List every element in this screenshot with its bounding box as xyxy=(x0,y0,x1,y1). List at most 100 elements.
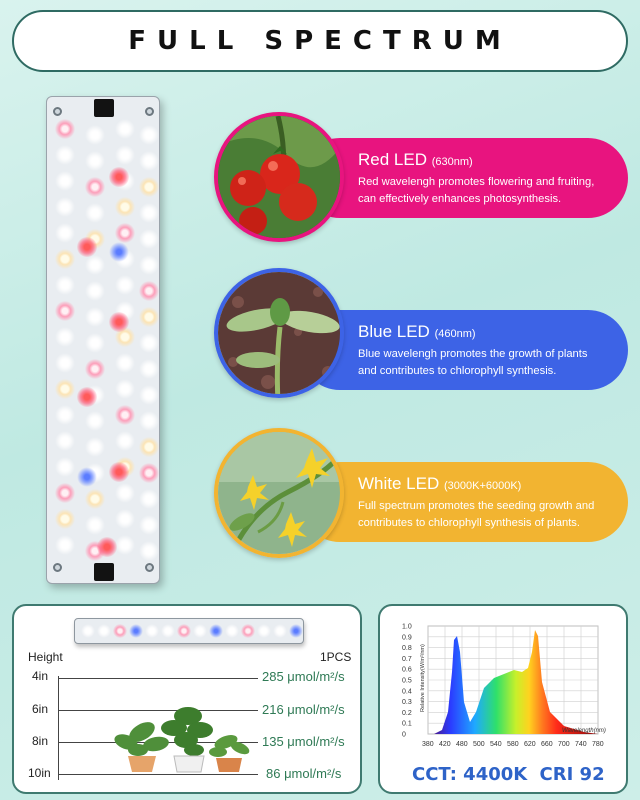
led-chip xyxy=(209,624,223,638)
led-chip xyxy=(77,467,97,487)
x-tick-label: 700 xyxy=(558,741,570,748)
y-tick-label: 0.9 xyxy=(402,634,412,641)
led-chip xyxy=(115,327,135,347)
y-tick-label: 0.5 xyxy=(402,678,412,685)
led-chip xyxy=(225,624,239,638)
white-led-card: White LED (3000K+6000K) Full spectrum pr… xyxy=(300,462,628,542)
led-chip xyxy=(55,119,75,139)
led-chip xyxy=(85,177,105,197)
led-chip xyxy=(97,537,117,557)
led-chip xyxy=(85,255,105,275)
red-led-desc-line1: Red wavelengh promotes flowering and fru… xyxy=(358,176,595,188)
led-chip xyxy=(115,535,135,555)
potted-plants-image xyxy=(114,707,250,773)
cri-value: CRI 92 xyxy=(539,764,605,785)
blue-led-title: Blue LED xyxy=(358,322,430,341)
height-label: Height xyxy=(28,650,63,664)
led-chip xyxy=(113,624,127,638)
blue-led-heading: Blue LED (460nm) xyxy=(358,322,614,342)
led-chip xyxy=(139,307,159,327)
led-chip xyxy=(55,431,75,451)
cct-cri-readout: CCT: 4400K CRI 92 xyxy=(412,764,605,785)
led-chip xyxy=(85,281,105,301)
led-chip xyxy=(139,385,159,405)
y-axis-label: Relative Intensity(W/m²/nm) xyxy=(420,644,426,712)
led-chip xyxy=(85,307,105,327)
led-chip xyxy=(77,387,97,407)
white-led-desc-line2: contributes to chlorophyll synthesis of … xyxy=(358,517,581,529)
led-chip xyxy=(115,197,135,217)
spectrum-chart: 1.0 0.9 0.8 0.7 0.6 0.5 0.4 0.3 0.2 0.1 0 380 420 48… xyxy=(402,624,606,749)
page-title: FULL SPECTRUM xyxy=(128,26,512,56)
ppfd-value-6in: 216 μmol/m²/s xyxy=(262,702,345,717)
led-chip xyxy=(115,379,135,399)
led-chip xyxy=(129,624,143,638)
spectrum-panel: 1.0 0.9 0.8 0.7 0.6 0.5 0.4 0.3 0.2 0.1 0 380 420 48… xyxy=(378,604,628,794)
height-row-4in: 4in xyxy=(32,669,49,683)
y-tick-label: 0.3 xyxy=(402,699,412,706)
led-chip xyxy=(115,275,135,295)
led-chip xyxy=(55,353,75,373)
led-chip xyxy=(85,203,105,223)
y-tick-label: 0.1 xyxy=(402,721,412,728)
led-chip xyxy=(55,249,75,269)
mount-hole xyxy=(53,107,62,116)
led-chip xyxy=(55,509,75,529)
led-chip xyxy=(273,624,287,638)
mount-hole xyxy=(145,107,154,116)
led-chip xyxy=(109,242,129,262)
title-banner: FULL SPECTRUM xyxy=(12,10,628,72)
led-chip xyxy=(85,125,105,145)
led-chip xyxy=(81,624,95,638)
x-tick-label: 540 xyxy=(490,741,502,748)
led-panel-image xyxy=(46,96,160,584)
led-chip xyxy=(139,411,159,431)
led-chip xyxy=(109,462,129,482)
blue-led-desc-line1: Blue wavelengh promotes the growth of pl… xyxy=(358,348,588,360)
led-chip xyxy=(97,624,111,638)
mount-hole xyxy=(145,563,154,572)
white-led-wavelength: (3000K+6000K) xyxy=(443,480,522,492)
ppfd-value-10in: 86 μmol/m²/s xyxy=(266,766,342,781)
x-tick-label: 660 xyxy=(541,741,553,748)
led-chip xyxy=(115,431,135,451)
blue-led-wavelength: (460nm) xyxy=(434,328,476,340)
bottom-connector xyxy=(94,563,114,581)
spectrum-curve xyxy=(434,630,598,734)
count-label: 1PCS xyxy=(320,650,352,664)
mount-hole xyxy=(53,563,62,572)
led-chip xyxy=(139,281,159,301)
led-chip xyxy=(55,171,75,191)
height-row-6in: 6in xyxy=(32,702,49,716)
led-chip xyxy=(193,624,207,638)
white-led-title: White LED xyxy=(358,474,440,493)
led-chip xyxy=(139,463,159,483)
white-led-desc-line1: Full spectrum promotes the seeding growt… xyxy=(358,500,595,512)
led-chip xyxy=(115,405,135,425)
cct-value: CCT: 4400K xyxy=(412,764,528,785)
white-led-heading: White LED (3000K+6000K) xyxy=(358,474,614,494)
mini-led-bar xyxy=(74,618,304,644)
distance-line xyxy=(58,710,258,711)
led-chip xyxy=(55,535,75,555)
led-chip xyxy=(161,624,175,638)
led-chip xyxy=(55,327,75,347)
y-tick-label: 0.2 xyxy=(402,710,412,717)
blue-led-desc-line2: and contributes to chlorophyll synthesis… xyxy=(358,365,557,377)
height-row-10in: 10in xyxy=(28,766,51,780)
led-chip xyxy=(139,515,159,535)
y-tick-label: 0.4 xyxy=(402,688,412,695)
led-chip xyxy=(85,515,105,535)
led-chip xyxy=(145,624,159,638)
led-chip xyxy=(139,151,159,171)
led-chip xyxy=(55,275,75,295)
led-chip xyxy=(85,359,105,379)
x-tick-label: 420 xyxy=(439,741,451,748)
led-chip xyxy=(85,151,105,171)
led-chip xyxy=(115,223,135,243)
led-chip xyxy=(257,624,271,638)
led-chip xyxy=(55,197,75,217)
led-chip xyxy=(85,489,105,509)
led-chip xyxy=(55,301,75,321)
led-chip xyxy=(85,411,105,431)
